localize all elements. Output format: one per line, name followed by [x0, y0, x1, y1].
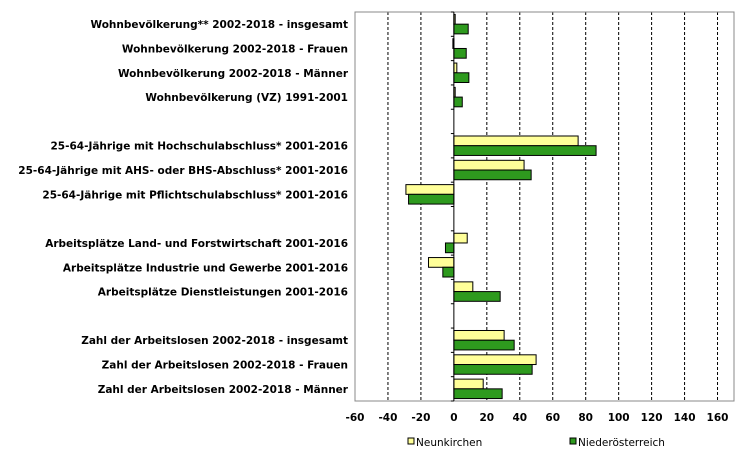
bar-neunkirchen [453, 329, 505, 341]
x-tick-label: -20 [411, 412, 430, 424]
bar-neunkirchen [453, 232, 468, 244]
category-label: Wohnbevölkerung (VZ) 1991-2001 [145, 92, 348, 104]
legend-swatch [407, 437, 415, 445]
plot-area-border [354, 11, 735, 402]
legend-swatch [569, 437, 577, 445]
bar-niederoesterreich [453, 339, 515, 351]
bar-niederoesterreich [453, 364, 533, 375]
category-label: Wohnbevölkerung 2002-2018 - Männer [118, 68, 349, 80]
x-tick-label: 40 [512, 412, 527, 424]
x-tick-label: 80 [578, 412, 593, 424]
bar-niederoesterreich [408, 193, 455, 205]
x-tick-label: 20 [480, 412, 495, 424]
x-tick-label: 60 [545, 412, 560, 424]
legend-label: Neunkirchen [416, 437, 482, 449]
bar-niederoesterreich [453, 72, 470, 84]
x-tick-label: 120 [641, 412, 663, 424]
bar-neunkirchen [453, 378, 484, 390]
x-tick-label: 0 [450, 412, 457, 424]
bar-neunkirchen [453, 354, 537, 366]
legend-label: Niederösterreich [578, 437, 665, 449]
category-label: Arbeitsplätze Industrie und Gewerbe 2001… [63, 262, 348, 274]
bar-neunkirchen [405, 184, 455, 195]
bar-neunkirchen [453, 135, 579, 147]
bar-niederoesterreich [453, 47, 467, 59]
x-tick-label: 100 [608, 412, 630, 424]
bar-neunkirchen [453, 159, 525, 171]
bar-niederoesterreich [453, 169, 532, 181]
category-label: Arbeitsplätze Dienstleistungen 2001-2016 [98, 287, 348, 299]
bar-niederoesterreich [453, 23, 469, 35]
x-tick-label: -40 [378, 412, 397, 424]
x-tick-label: 160 [707, 412, 729, 424]
category-label: Arbeitsplätze Land- und Forstwirtschaft … [45, 238, 348, 250]
bar-niederoesterreich [453, 145, 597, 156]
bar-niederoesterreich [453, 291, 501, 302]
category-label: Wohnbevölkerung 2002-2018 - Frauen [122, 43, 348, 55]
bar-neunkirchen [427, 257, 455, 268]
category-label: 25-64-Jährige mit AHS- oder BHS-Abschlus… [18, 165, 348, 177]
category-label: Zahl der Arbeitslosen 2002-2018 - Frauen [102, 360, 348, 372]
category-label: Zahl der Arbeitslosen 2002-2018 - Männer [98, 384, 349, 396]
category-label: 25-64-Jährige mit Pflichtschulabschluss*… [42, 189, 348, 201]
bar-neunkirchen [453, 281, 474, 293]
bar-niederoesterreich [444, 242, 455, 254]
bar-niederoesterreich [453, 388, 503, 400]
category-label: Zahl der Arbeitslosen 2002-2018 - insges… [81, 335, 348, 347]
category-label: 25-64-Jährige mit Hochschulabschluss* 20… [51, 141, 349, 153]
bar-niederoesterreich [442, 266, 455, 278]
x-tick-label: 140 [674, 412, 696, 424]
x-tick-label: -60 [346, 412, 365, 424]
bar-niederoesterreich [453, 96, 463, 108]
category-label: Wohnbevölkerung** 2002-2018 - insgesamt [90, 19, 348, 31]
